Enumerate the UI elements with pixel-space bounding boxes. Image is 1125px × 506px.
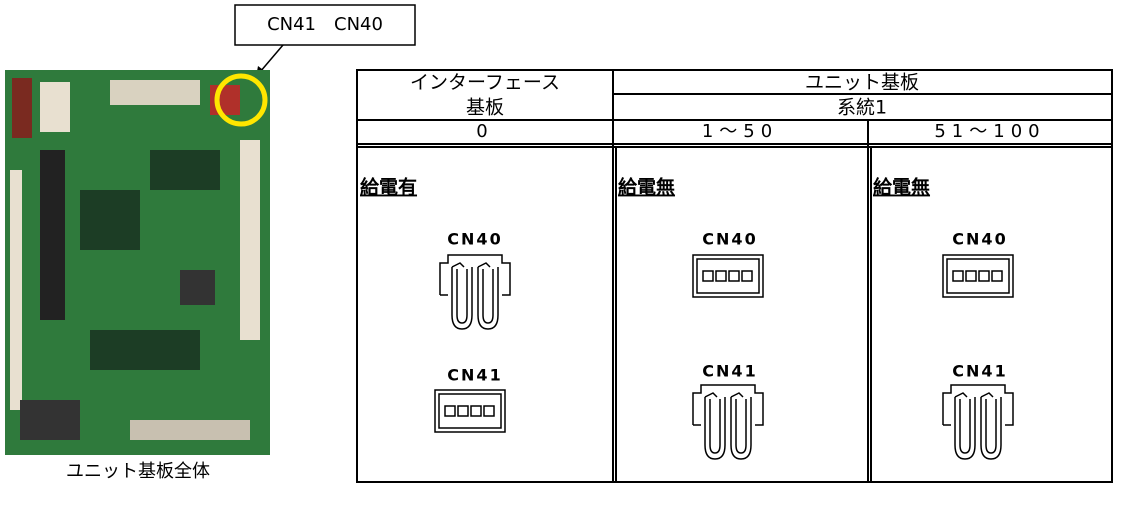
shape	[240, 140, 260, 340]
jumper-connector	[692, 384, 764, 460]
shape	[180, 270, 215, 305]
shape	[20, 400, 80, 440]
shape	[110, 80, 200, 105]
shape	[150, 150, 220, 190]
shape	[90, 330, 200, 370]
header-cell: 系統1	[837, 97, 887, 119]
shape	[12, 78, 32, 138]
header-cell: ユニット基板	[805, 72, 919, 94]
status-label: 給電無	[618, 176, 675, 199]
callout-label: CN41 CN40	[267, 14, 383, 35]
shape	[40, 150, 65, 320]
range-cell: 0	[476, 121, 493, 142]
connector-label: CN40	[702, 230, 757, 249]
shape	[130, 420, 250, 440]
range-cell: 1～50	[702, 121, 778, 142]
connector-label: CN41	[952, 362, 1007, 381]
shape	[356, 69, 1113, 483]
shape	[80, 190, 140, 250]
table-grid	[356, 69, 1113, 483]
header-cell: インターフェース	[410, 72, 560, 94]
highlight-circle	[214, 73, 268, 127]
header-cell: 基板	[466, 97, 504, 119]
connector-label: CN40	[952, 230, 1007, 249]
jumper-connector	[439, 254, 511, 330]
board-photo	[5, 70, 270, 455]
range-cell: 51～100	[934, 121, 1045, 142]
status-label: 給電有	[360, 176, 417, 199]
shape	[10, 170, 22, 410]
empty-connector	[942, 254, 1014, 298]
photo-caption: ユニット基板全体	[66, 461, 210, 482]
callout-box	[234, 4, 416, 46]
connector-label: CN41	[702, 362, 757, 381]
jumper-connector	[942, 384, 1014, 460]
connector-label: CN40	[447, 230, 502, 249]
callout-arrow	[259, 44, 284, 73]
empty-connector	[434, 389, 506, 433]
connector-label: CN41	[447, 366, 502, 385]
status-label: 給電無	[873, 176, 930, 199]
empty-connector	[692, 254, 764, 298]
shape	[40, 82, 70, 132]
